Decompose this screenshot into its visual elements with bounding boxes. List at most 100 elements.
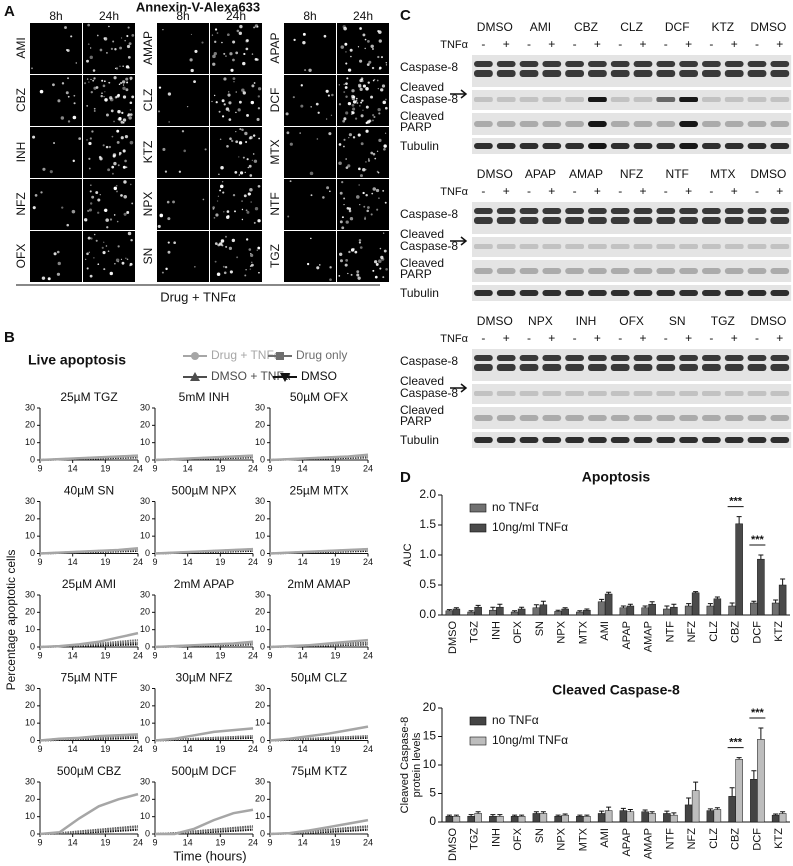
cell xyxy=(352,100,357,104)
cell xyxy=(370,95,374,99)
y-tick-label: 0 xyxy=(260,454,265,464)
x-tick-label: 19 xyxy=(215,463,225,473)
arrow xyxy=(450,89,468,99)
bar xyxy=(778,813,787,823)
cell xyxy=(89,274,93,278)
band xyxy=(565,97,584,102)
cell xyxy=(373,260,378,264)
drug-label: APAP xyxy=(268,32,282,63)
band xyxy=(519,143,539,149)
drug-label: SN xyxy=(141,248,155,265)
cell xyxy=(87,209,90,212)
x-tick-label: DMSO xyxy=(447,621,459,654)
cell xyxy=(384,132,387,134)
bar xyxy=(713,598,722,616)
error-bar xyxy=(627,603,633,606)
band xyxy=(610,61,630,67)
panel-a-title: Annexin-V-Alexa633 xyxy=(136,0,260,14)
bar xyxy=(728,605,736,616)
cell xyxy=(329,266,332,269)
cell xyxy=(86,252,89,256)
cell xyxy=(223,103,226,106)
cell xyxy=(118,151,122,155)
cell xyxy=(358,241,361,244)
cell xyxy=(102,251,106,255)
treatment-sign: + xyxy=(731,184,738,198)
cell xyxy=(219,189,222,192)
cell xyxy=(257,246,261,250)
error-bar xyxy=(664,605,670,609)
cell xyxy=(247,166,249,169)
x-tick-label: 19 xyxy=(100,744,110,754)
band xyxy=(474,70,493,77)
band xyxy=(610,97,630,102)
cell xyxy=(250,263,254,267)
x-tick-label: NFZ xyxy=(686,621,698,643)
cell xyxy=(309,171,314,176)
cell xyxy=(112,154,116,158)
cell xyxy=(78,137,82,141)
band xyxy=(588,121,607,127)
series-line xyxy=(269,547,369,555)
cell xyxy=(125,77,129,81)
band xyxy=(679,391,698,396)
micrograph xyxy=(284,127,336,178)
cell xyxy=(361,79,364,83)
x-tick-label: AMAP xyxy=(643,828,655,859)
band xyxy=(656,61,676,67)
y-tick-label: 30 xyxy=(25,589,35,599)
cell xyxy=(223,211,225,213)
x-tick-label: 24 xyxy=(248,744,258,754)
cell xyxy=(345,82,348,86)
cell xyxy=(226,145,229,148)
cell xyxy=(345,158,347,160)
cell xyxy=(114,48,117,51)
bar xyxy=(626,605,635,616)
band xyxy=(724,208,744,214)
error-bar xyxy=(453,814,459,817)
cell xyxy=(114,96,118,99)
cell xyxy=(120,258,123,260)
band xyxy=(474,268,493,274)
cell xyxy=(110,109,114,113)
y-tick-label: 30 xyxy=(255,402,265,412)
cell xyxy=(372,187,377,191)
cell xyxy=(235,51,239,55)
y-tick-label: 30 xyxy=(25,776,35,786)
bar xyxy=(604,593,613,616)
x-tick-label: NTF xyxy=(664,621,676,643)
treatment-sign: - xyxy=(527,184,531,198)
band xyxy=(747,97,767,102)
cell xyxy=(129,140,134,145)
cell xyxy=(91,130,94,133)
y-tick-label: 20 xyxy=(25,607,35,617)
band xyxy=(747,61,767,67)
legend-swatch xyxy=(469,523,487,533)
cell xyxy=(130,78,132,81)
x-tick-label: 19 xyxy=(330,650,340,660)
treatment-sign: + xyxy=(548,184,555,198)
lane-label: DMSO xyxy=(750,314,786,328)
cell xyxy=(112,40,115,43)
cell xyxy=(125,88,129,92)
cell xyxy=(111,172,114,175)
cell xyxy=(118,118,122,122)
legend-label: DMSO xyxy=(301,369,337,383)
cell xyxy=(105,113,109,117)
cell xyxy=(228,246,233,250)
cell xyxy=(193,80,196,84)
error-bar xyxy=(693,591,699,593)
cell xyxy=(250,100,255,105)
cell xyxy=(232,194,236,197)
band xyxy=(519,391,539,396)
cell xyxy=(354,117,358,120)
cell xyxy=(245,39,249,42)
cell xyxy=(212,62,216,66)
cell xyxy=(246,113,249,117)
cell xyxy=(237,108,241,112)
lane-label: CBZ xyxy=(574,20,598,34)
cell xyxy=(40,191,43,194)
band xyxy=(474,415,493,421)
micrograph xyxy=(284,23,336,74)
error-bar xyxy=(512,610,518,612)
